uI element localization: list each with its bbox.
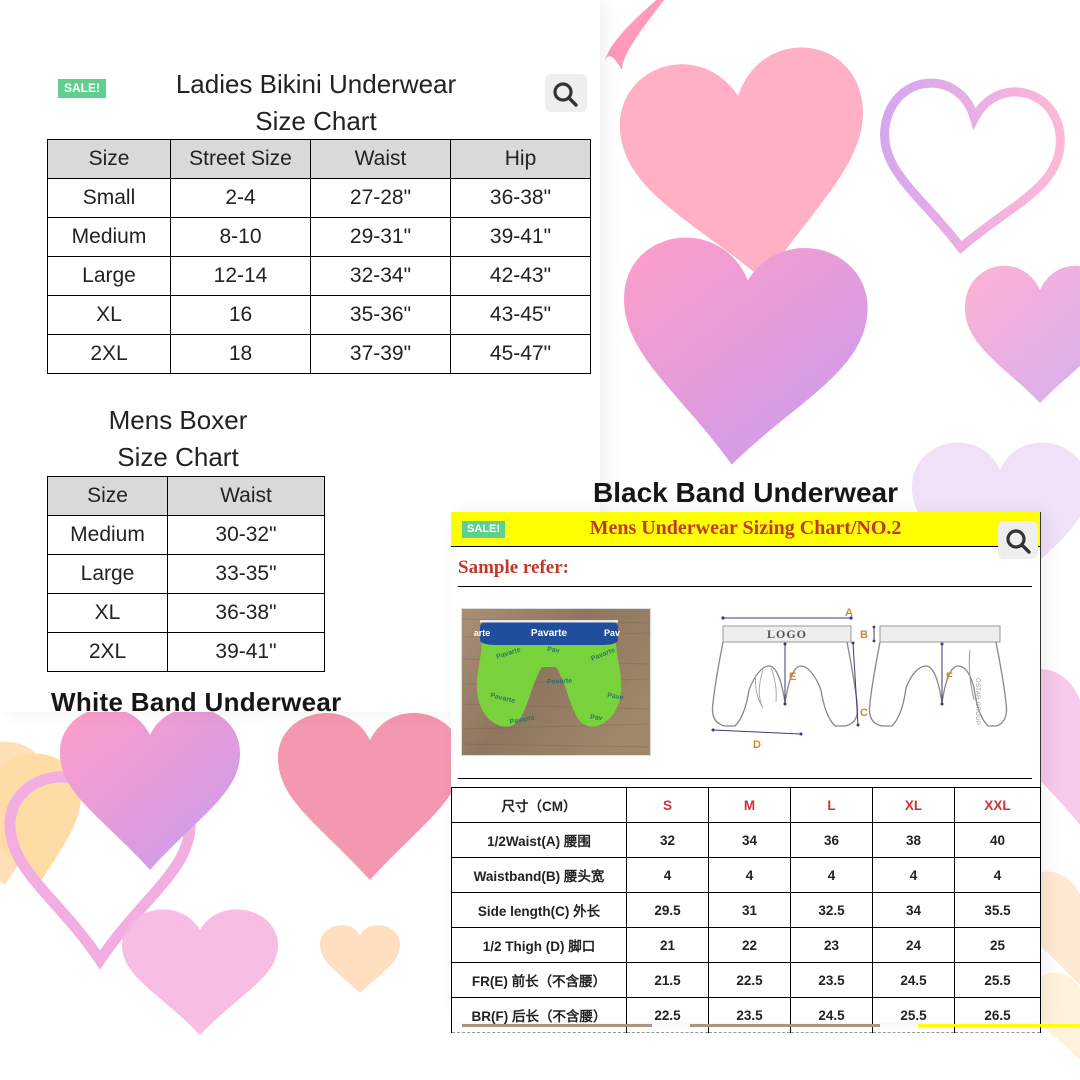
- svg-text:B: B: [860, 629, 868, 641]
- svg-text:F: F: [946, 671, 953, 683]
- svg-text:Pav: Pav: [590, 714, 603, 722]
- svg-text:LOGO: LOGO: [767, 627, 807, 641]
- svg-text:OSTAR GROUP: OSTAR GROUP: [974, 678, 980, 725]
- svg-text:Pavarte: Pavarte: [547, 678, 573, 686]
- svg-text:Pavarte: Pavarte: [531, 628, 568, 639]
- svg-text:A: A: [845, 608, 853, 619]
- svg-text:Pav: Pav: [604, 628, 620, 638]
- svg-text:arte: arte: [474, 628, 491, 638]
- svg-text:E: E: [789, 671, 796, 683]
- svg-text:D: D: [753, 739, 761, 751]
